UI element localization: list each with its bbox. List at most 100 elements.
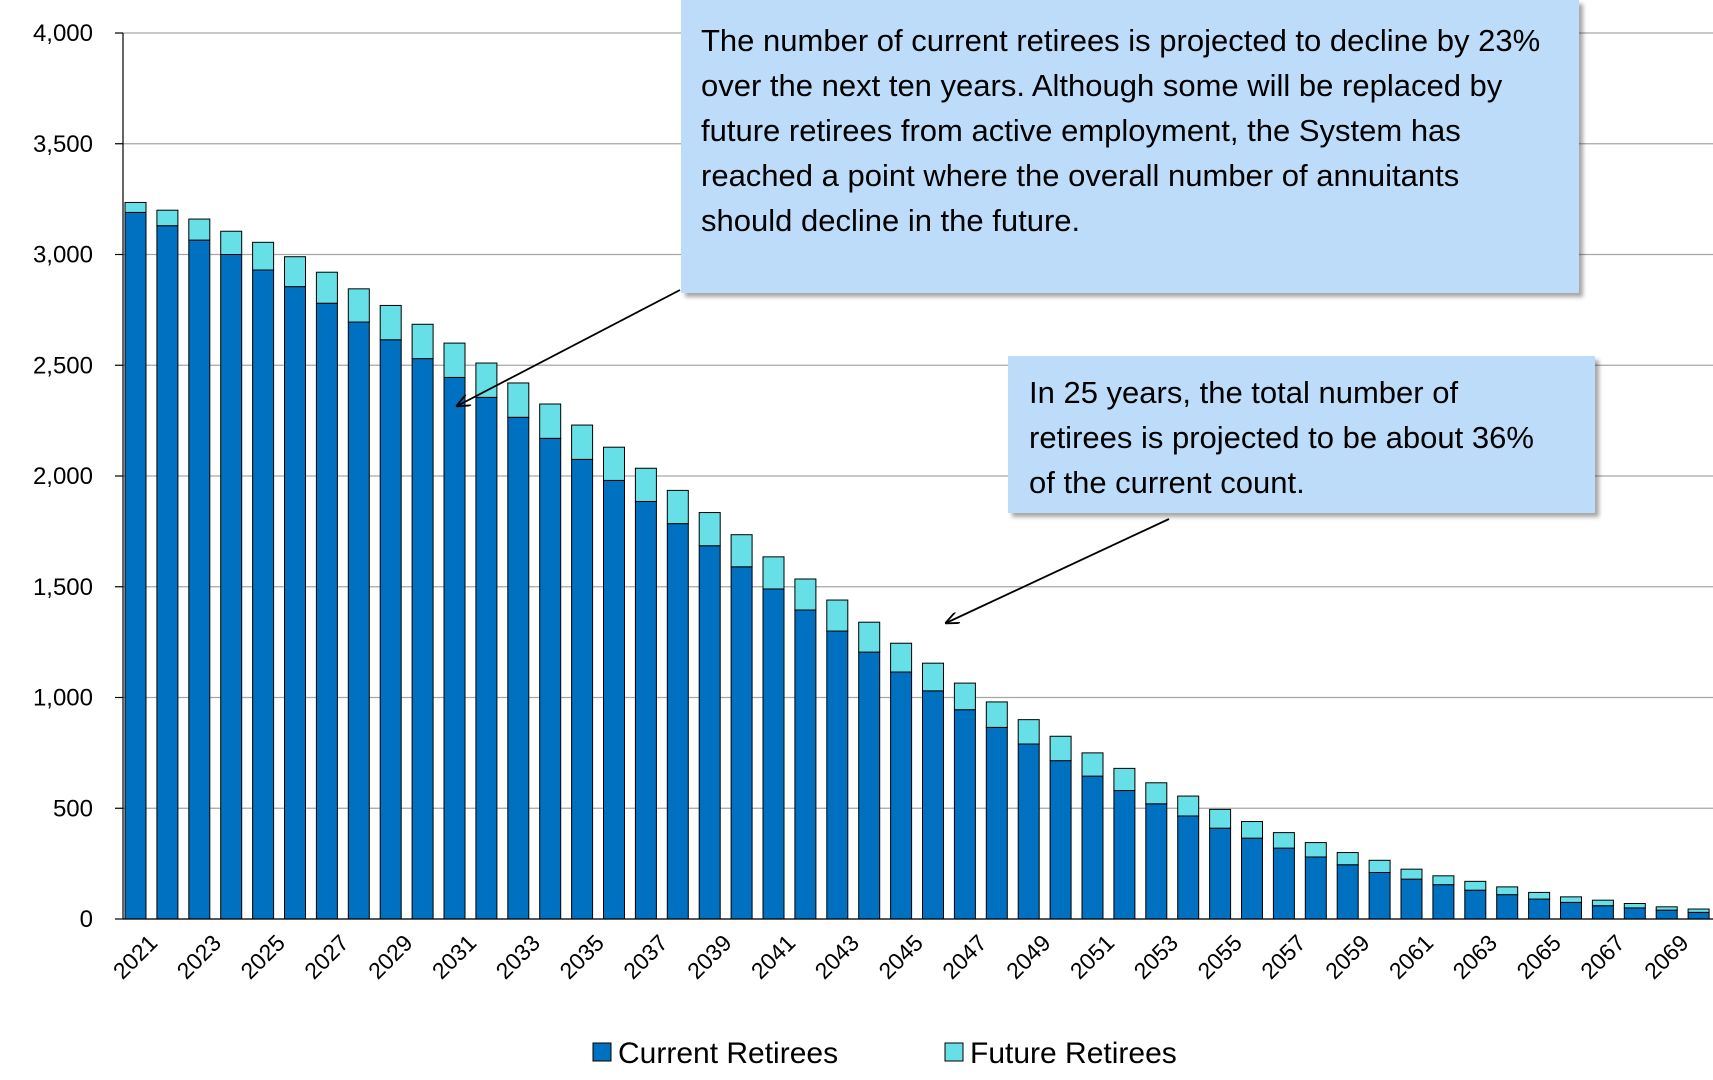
x-tick-label: 2067 bbox=[1575, 929, 1630, 984]
bar-segment bbox=[1400, 878, 1423, 920]
x-tick-label: 2039 bbox=[682, 929, 737, 984]
bar-segment bbox=[1560, 901, 1582, 920]
legend-label: Current Retirees bbox=[618, 1037, 838, 1070]
bar-segment bbox=[284, 256, 306, 288]
x-tick-label: 2031 bbox=[427, 929, 482, 984]
bar-segment bbox=[1209, 827, 1232, 920]
bar-segment bbox=[475, 396, 498, 920]
x-tick-label: 2063 bbox=[1448, 929, 1503, 984]
x-tick-label: 2021 bbox=[108, 929, 163, 984]
bar-segment bbox=[730, 534, 753, 568]
bar-segment bbox=[1655, 906, 1678, 911]
bar-segment bbox=[1336, 864, 1359, 920]
bar-segment bbox=[1081, 752, 1104, 777]
y-tick-label: 1,000 bbox=[33, 685, 93, 712]
bar-segment bbox=[1400, 868, 1423, 880]
bar-segment bbox=[890, 671, 913, 920]
bar-segment bbox=[1623, 902, 1646, 909]
bar-segment bbox=[188, 239, 211, 920]
bar-segment bbox=[922, 690, 944, 920]
legend-label: Future Retirees bbox=[970, 1037, 1177, 1070]
bar-segment bbox=[1464, 880, 1487, 891]
bar-segment bbox=[1368, 871, 1391, 920]
bar-segment bbox=[858, 651, 881, 920]
bar-segment bbox=[1049, 760, 1072, 920]
x-tick-label: 2061 bbox=[1384, 929, 1439, 984]
bar-segment bbox=[1687, 908, 1710, 913]
y-tick-label: 4,000 bbox=[33, 20, 93, 47]
bar-segment bbox=[603, 479, 625, 920]
y-tick-label: 500 bbox=[53, 795, 93, 822]
x-tick-label: 2025 bbox=[235, 929, 290, 984]
y-tick-label: 2,500 bbox=[33, 352, 93, 379]
callout-box: In 25 years, the total number of retiree… bbox=[1008, 356, 1595, 513]
bar-segment bbox=[347, 321, 370, 920]
bar-segment bbox=[730, 566, 753, 920]
bar-segment bbox=[985, 726, 1008, 920]
legend-swatch bbox=[592, 1042, 612, 1062]
bar-segment bbox=[1272, 847, 1295, 920]
bar-segment bbox=[571, 458, 594, 920]
bar-segment bbox=[156, 209, 179, 227]
bar-segment bbox=[794, 609, 817, 920]
x-tick-label: 2035 bbox=[554, 929, 609, 984]
x-tick-label: 2069 bbox=[1639, 929, 1694, 984]
bar-segment bbox=[1081, 775, 1104, 920]
y-tick-label: 1,500 bbox=[33, 574, 93, 601]
bar-segment bbox=[475, 362, 498, 398]
bar-segment bbox=[252, 269, 275, 920]
x-tick-label: 2027 bbox=[299, 929, 354, 984]
bar-segment bbox=[1145, 803, 1168, 920]
bar-segment bbox=[634, 467, 657, 502]
bar-segment bbox=[379, 339, 402, 920]
arrow bbox=[457, 289, 681, 406]
bar-segment bbox=[1528, 898, 1551, 920]
bar-segment bbox=[953, 682, 976, 711]
y-tick-label: 3,000 bbox=[33, 242, 93, 269]
bar-segment bbox=[411, 358, 434, 920]
bar-segment bbox=[1145, 782, 1168, 805]
bar-segment bbox=[1687, 911, 1710, 920]
bar-segment bbox=[953, 709, 976, 920]
bar-segment bbox=[890, 642, 913, 673]
bar-segment bbox=[315, 302, 338, 920]
bar-segment bbox=[698, 512, 721, 547]
bar-segment bbox=[1113, 767, 1136, 792]
x-tick-label: 2041 bbox=[746, 929, 801, 984]
bar-segment bbox=[1336, 852, 1359, 866]
bar-segment bbox=[1528, 891, 1551, 900]
bar-segment bbox=[539, 437, 562, 920]
bar-segment bbox=[1017, 743, 1040, 920]
bar-segment bbox=[252, 241, 275, 271]
arrow bbox=[946, 518, 1170, 623]
bar-segment bbox=[411, 323, 434, 360]
bar-segment bbox=[571, 424, 594, 460]
bar-segment bbox=[1177, 795, 1200, 817]
bar-segment bbox=[1655, 909, 1678, 920]
bar-segment bbox=[666, 489, 689, 525]
bar-segment bbox=[379, 304, 402, 341]
bar-segment bbox=[698, 545, 721, 920]
bar-segment bbox=[284, 286, 306, 920]
x-tick-label: 2051 bbox=[1065, 929, 1120, 984]
x-tick-label: 2045 bbox=[873, 929, 928, 984]
bar-segment bbox=[1591, 905, 1614, 920]
bar-segment bbox=[443, 376, 466, 920]
bar-segment bbox=[858, 621, 881, 653]
bar-segment bbox=[762, 588, 785, 920]
x-tick-label: 2033 bbox=[491, 929, 546, 984]
bar-segment bbox=[1304, 856, 1327, 920]
bar-segment bbox=[1496, 894, 1519, 920]
bar-segment bbox=[1432, 875, 1455, 886]
bar-segment bbox=[1017, 719, 1040, 745]
bar-segment bbox=[1464, 889, 1487, 920]
bar-segment bbox=[124, 211, 147, 920]
x-tick-label: 2057 bbox=[1256, 929, 1311, 984]
annotation: The number of current retirees is projec… bbox=[701, 23, 1541, 238]
bar-segment bbox=[1591, 899, 1614, 907]
bar-segment bbox=[1113, 790, 1136, 920]
y-tick-label: 3,500 bbox=[33, 131, 93, 158]
bar-segment bbox=[443, 342, 466, 378]
x-tick-label: 2055 bbox=[1192, 929, 1247, 984]
